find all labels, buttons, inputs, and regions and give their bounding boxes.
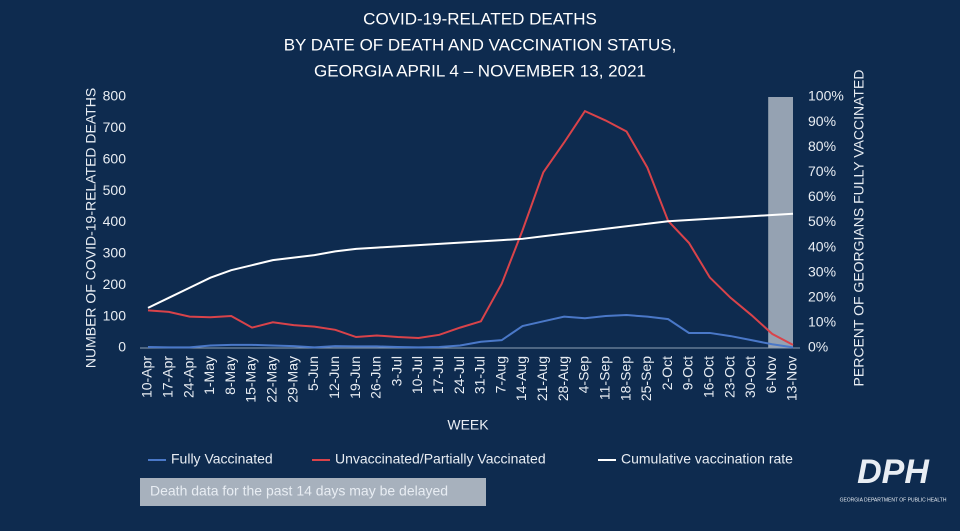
y-tick-label: 200 [103, 276, 127, 292]
x-tick-label: 25-Sep [638, 356, 654, 401]
x-tick-label: 7-Aug [492, 356, 508, 393]
y2-tick-label: 90% [808, 113, 836, 129]
y-tick-label: 700 [103, 119, 127, 135]
line-series [147, 109, 794, 346]
x-tick-label: 10-Jul [409, 356, 425, 394]
y-tick-label: 400 [103, 213, 127, 229]
x-tick-label: 3-Jul [388, 356, 404, 386]
x-tick-label: 26-Jun [368, 356, 384, 399]
y2-tick-label: 60% [808, 188, 836, 204]
y2-tick-label: 30% [808, 263, 836, 279]
x-axis-label: WEEK [447, 417, 489, 433]
x-tick-label: 24-Jul [451, 356, 467, 394]
line-series [147, 314, 794, 349]
logo: DPH [857, 453, 930, 491]
x-tick-label: 10-Apr [139, 356, 155, 398]
x-tick-label: 21-Aug [534, 356, 550, 401]
y2-tick-label: 40% [808, 238, 836, 254]
x-tick-label: 23-Oct [721, 356, 737, 398]
x-tick-label: 2-Oct [659, 356, 675, 390]
y2-tick-label: 100% [808, 88, 844, 104]
y2-tick-label: 50% [808, 213, 836, 229]
annotation: Death data for the past 14 days may be d… [150, 483, 448, 499]
chart-title: BY DATE OF DEATH AND VACCINATION STATUS, [284, 35, 677, 54]
x-tick-label: 15-May [243, 356, 259, 403]
x-tick-label: 22-May [264, 356, 280, 403]
x-tick-label: 5-Jun [305, 356, 321, 391]
y2-tick-label: 10% [808, 314, 836, 330]
y2-tick-label: 20% [808, 289, 836, 305]
x-tick-label: 8-May [222, 356, 238, 395]
y2-axis-label: PERCENT OF GEORGIANS FULLY VACCINATED [851, 70, 867, 387]
x-tick-label: 28-Aug [555, 356, 571, 401]
annotation-box [140, 478, 486, 506]
line-series [147, 212, 794, 309]
y-tick-label: 100 [103, 307, 127, 323]
legend-label: Cumulative vaccination rate [621, 451, 793, 467]
x-tick-label: 31-Jul [472, 356, 488, 394]
x-tick-label: 24-Apr [180, 356, 196, 398]
y-tick-label: 300 [103, 245, 127, 261]
x-tick-label: 6-Nov [763, 356, 779, 393]
legend-label: Unvaccinated/Partially Vaccinated [335, 451, 546, 467]
x-tick-label: 9-Oct [680, 356, 696, 390]
logo-subtitle: GEORGIA DEPARTMENT OF PUBLIC HEALTH [840, 497, 947, 503]
x-tick-label: 17-Apr [160, 356, 176, 398]
x-tick-label: 18-Sep [617, 356, 633, 401]
y-tick-label: 500 [103, 182, 127, 198]
y-tick-label: 600 [103, 150, 127, 166]
chart-title: GEORGIA APRIL 4 – NOVEMBER 13, 2021 [314, 61, 646, 80]
x-tick-label: 16-Oct [700, 356, 716, 398]
x-tick-label: 14-Aug [513, 356, 529, 401]
y-tick-label: 800 [103, 88, 127, 104]
y2-tick-label: 80% [808, 138, 836, 154]
y2-tick-label: 0% [808, 339, 828, 355]
chart-title: COVID-19-RELATED DEATHS [363, 9, 597, 28]
legend-label: Fully Vaccinated [171, 451, 273, 467]
x-tick-label: 19-Jun [347, 356, 363, 399]
x-tick-label: 1-May [201, 356, 217, 395]
y-tick-label: 0 [118, 339, 126, 355]
x-tick-label: 12-Jun [326, 356, 342, 399]
x-tick-label: 4-Sep [576, 356, 592, 394]
delay-shade [768, 97, 793, 348]
y-axis-label: NUMBER OF COVID-19-RELATED DEATHS [83, 88, 99, 368]
y2-tick-label: 70% [808, 163, 836, 179]
x-tick-label: 30-Oct [742, 356, 758, 398]
x-tick-label: 17-Jul [430, 356, 446, 394]
x-tick-label: 29-May [284, 356, 300, 403]
x-tick-label: 13-Nov [784, 356, 800, 401]
x-tick-label: 11-Sep [596, 356, 612, 400]
